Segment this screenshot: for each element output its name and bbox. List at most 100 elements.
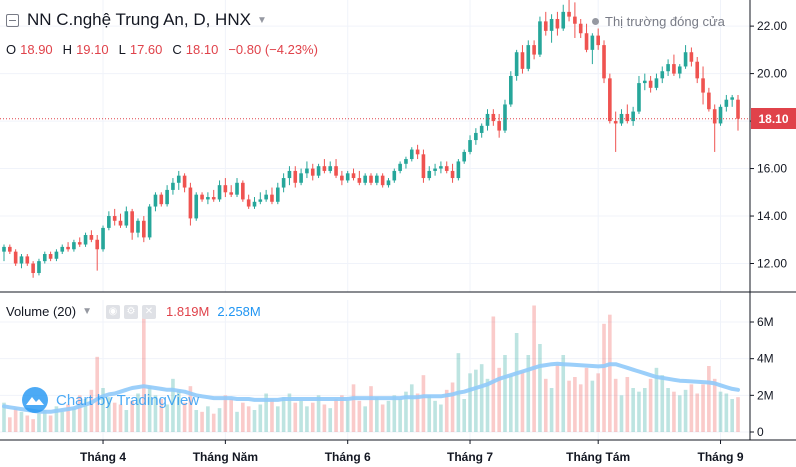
volume-bar: [316, 395, 321, 432]
candle-body: [718, 106, 723, 124]
volume-bar: [450, 382, 455, 432]
volume-bar: [578, 384, 583, 432]
volume-tick-label: 4M: [757, 352, 774, 366]
volume-study-label[interactable]: Volume (20): [6, 304, 77, 319]
volume-bar: [42, 410, 47, 432]
symbol-title-row[interactable]: NN C.nghệ Trung An, D, HNX ▼: [6, 10, 267, 30]
settings-gear-icon[interactable]: ⚙: [124, 304, 138, 319]
volume-bar: [538, 344, 542, 432]
candle-body: [89, 235, 94, 240]
candle: [573, 2, 577, 38]
candle-body: [567, 11, 571, 17]
volume-bar: [369, 386, 373, 432]
volume-bar: [648, 378, 653, 432]
candle: [608, 73, 612, 124]
chevron-down-icon[interactable]: ▼: [256, 14, 267, 26]
volume-bar: [567, 380, 571, 432]
candle-body: [497, 121, 501, 131]
volume-bar: [171, 378, 175, 432]
volume-bar: [613, 378, 618, 432]
tradingview-logo-icon: [22, 387, 48, 413]
volume-ma-line: [2, 361, 740, 414]
time-tick-label: Tháng Tám: [566, 450, 630, 464]
candle: [130, 208, 134, 240]
candle: [363, 173, 367, 186]
candle-body: [561, 11, 566, 29]
chevron-down-icon[interactable]: ▼: [82, 306, 92, 317]
volume-bar: [666, 388, 670, 432]
volume-bar: [409, 384, 414, 432]
symbol-title[interactable]: NN C.nghệ Trung An, D, HNX: [27, 10, 251, 29]
candle: [258, 192, 263, 205]
tradingview-watermark[interactable]: Chart by TradingView: [22, 387, 199, 413]
volume-bar: [66, 404, 70, 432]
candle: [310, 163, 315, 181]
remove-close-icon[interactable]: ✕: [142, 304, 156, 319]
open-label: O: [6, 42, 17, 57]
candle: [514, 49, 519, 81]
low-label: L: [118, 42, 126, 57]
candle: [561, 4, 566, 31]
volume-bar: [701, 384, 705, 432]
volume-bar: [118, 404, 123, 432]
volume-bar: [654, 367, 659, 432]
candle-body: [724, 99, 729, 107]
volume-bar: [619, 395, 624, 432]
price-tick-label: 16.00: [757, 162, 787, 176]
candle-body: [2, 246, 6, 252]
volume-bar: [275, 406, 280, 432]
candle: [42, 251, 47, 264]
candle: [689, 47, 694, 67]
volume-bar: [707, 366, 711, 432]
volume-bar: [549, 388, 554, 432]
candle-body: [13, 251, 18, 264]
candle-body: [380, 175, 385, 186]
candle: [648, 75, 653, 93]
candle: [72, 239, 76, 252]
candle-body: [264, 194, 268, 200]
candle: [25, 254, 30, 266]
candle-body: [689, 52, 694, 62]
volume-bar: [130, 400, 134, 432]
volume-bar: [689, 384, 694, 432]
collapse-icon[interactable]: [6, 13, 19, 27]
low-value: 17.60: [129, 42, 163, 57]
volume-bar: [211, 413, 216, 432]
hide-eye-icon[interactable]: ◉: [106, 304, 120, 319]
candle-body: [666, 64, 670, 72]
candle: [392, 168, 397, 183]
candle-body: [310, 168, 315, 176]
candle-body: [165, 189, 169, 205]
candle: [211, 189, 216, 202]
candle-body: [124, 211, 129, 226]
volume-bar: [608, 314, 612, 432]
candle: [124, 206, 129, 228]
candle: [200, 192, 204, 202]
candle-body: [468, 140, 472, 152]
candle: [567, 0, 571, 22]
volume-bar: [491, 316, 496, 432]
candle-body: [608, 78, 612, 122]
candle: [701, 66, 705, 105]
volume-bar: [287, 393, 292, 432]
volume-bar: [526, 355, 531, 432]
volume-bar: [95, 356, 100, 432]
volume-bar: [584, 367, 589, 432]
volume-bar: [31, 419, 35, 432]
candle-body: [578, 23, 583, 34]
candle: [60, 244, 65, 255]
candle-body: [153, 194, 158, 207]
volume-bar: [404, 391, 408, 432]
volume-bar: [543, 378, 548, 432]
volume-bar: [625, 377, 630, 432]
volume-bar: [520, 371, 525, 432]
candle: [532, 40, 536, 60]
candle-body: [229, 192, 233, 195]
volume-bar: [322, 404, 327, 432]
candle: [386, 178, 391, 188]
volume-bar: [305, 406, 309, 432]
volume-bar: [241, 402, 245, 432]
volume-tick-label: 6M: [757, 315, 774, 329]
volume-bar: [718, 391, 723, 432]
